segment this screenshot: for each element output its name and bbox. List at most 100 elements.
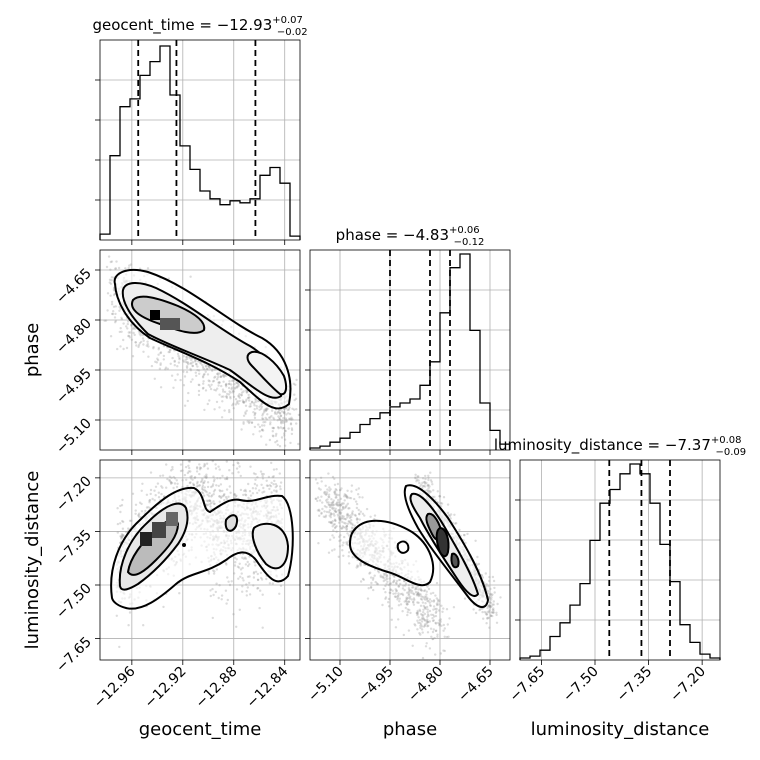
scatter-point	[488, 626, 491, 629]
scatter-point	[281, 410, 284, 413]
scatter-point	[476, 555, 479, 559]
scatter-point	[407, 629, 411, 632]
scatter-point	[495, 613, 498, 617]
scatter-point	[295, 408, 298, 411]
scatter-point	[232, 463, 235, 467]
scatter-point	[341, 544, 344, 547]
scatter-point	[254, 397, 257, 400]
scatter-point	[248, 581, 251, 585]
scatter-point	[215, 484, 218, 487]
scatter-point	[331, 503, 334, 506]
scatter-point	[211, 616, 214, 620]
scatter-point	[406, 608, 409, 611]
scatter-point	[482, 617, 485, 620]
scatter-point	[226, 392, 229, 396]
scatter-point	[257, 423, 260, 426]
scatter-point	[288, 412, 292, 416]
scatter-point	[110, 303, 114, 306]
y-tick-label: −7.50	[53, 581, 95, 623]
scatter-point	[225, 396, 229, 400]
scatter-point	[225, 374, 228, 377]
scatter-point	[239, 568, 243, 571]
scatter-point	[414, 624, 417, 627]
scatter-point	[120, 504, 124, 507]
title-plus: +0.06	[449, 225, 480, 236]
title-plus: +0.08	[711, 435, 742, 446]
scatter-point	[208, 399, 211, 402]
scatter-point	[219, 375, 222, 379]
scatter-point	[161, 474, 165, 477]
panel-title-luminosity_distance: luminosity_distance = −7.37+0.08 −0.09	[494, 435, 746, 458]
scatter-point	[142, 350, 145, 353]
scatter-point	[254, 399, 257, 402]
scatter-point	[241, 590, 244, 593]
scatter-point	[414, 473, 417, 476]
x-tick-label: −7.20	[667, 664, 709, 706]
scatter-point	[327, 501, 330, 504]
scatter-point	[369, 571, 372, 574]
scatter-point	[270, 409, 274, 412]
scatter-point	[275, 439, 279, 443]
title-median: −4.83	[403, 226, 449, 244]
scatter-point	[289, 422, 293, 425]
scatter-point	[195, 485, 198, 488]
title-minus: −0.09	[716, 447, 747, 458]
scatter-point	[286, 408, 289, 412]
scatter-point	[376, 569, 380, 573]
scatter-point	[414, 476, 417, 479]
scatter-point	[283, 444, 287, 447]
scatter-point	[395, 589, 398, 592]
scatter-point	[228, 485, 231, 488]
scatter-point	[284, 407, 288, 410]
scatter-point	[348, 516, 352, 520]
scatter-point	[120, 330, 123, 333]
scatter-point	[204, 489, 207, 493]
scatter-point	[233, 564, 237, 567]
scatter-point	[275, 412, 278, 416]
scatter-point	[276, 443, 279, 446]
scatter-point	[322, 515, 326, 518]
scatter-point	[421, 601, 425, 604]
scatter-point	[258, 489, 261, 492]
scatter-point	[130, 338, 134, 341]
scatter-point	[244, 412, 247, 415]
scatter-point	[242, 401, 245, 404]
scatter-point	[228, 380, 231, 383]
scatter-point	[271, 475, 274, 479]
scatter-point	[110, 260, 114, 263]
scatter-point	[223, 374, 227, 377]
scatter-point	[132, 326, 136, 329]
scatter-point	[221, 388, 225, 391]
scatter-point	[252, 402, 256, 405]
scatter-point	[386, 580, 389, 583]
scatter-point	[254, 472, 257, 476]
scatter-point	[223, 409, 226, 412]
scatter-point	[279, 414, 283, 417]
scatter-point	[346, 532, 349, 535]
scatter-point	[342, 502, 345, 505]
scatter-point	[210, 501, 213, 504]
scatter-point	[294, 397, 298, 400]
scatter-point	[434, 629, 438, 633]
scatter-point	[495, 611, 498, 614]
scatter-point	[206, 367, 209, 371]
scatter-point	[195, 362, 198, 366]
scatter-point	[320, 495, 323, 498]
scatter-point	[248, 490, 252, 493]
scatter-point	[198, 383, 201, 387]
scatter-point	[159, 351, 162, 355]
scatter-point	[198, 372, 201, 375]
scatter-point	[435, 597, 438, 600]
scatter-point	[270, 481, 273, 484]
scatter-point	[411, 586, 414, 589]
scatter-point	[183, 404, 187, 407]
scatter-point	[242, 422, 245, 425]
scatter-point	[134, 341, 137, 344]
scatter-point	[112, 305, 116, 308]
scatter-point	[448, 617, 451, 620]
scatter-point	[491, 575, 495, 579]
scatter-point	[110, 300, 114, 304]
scatter-point	[149, 488, 153, 492]
scatter-point	[242, 421, 245, 424]
scatter-point	[148, 498, 152, 502]
